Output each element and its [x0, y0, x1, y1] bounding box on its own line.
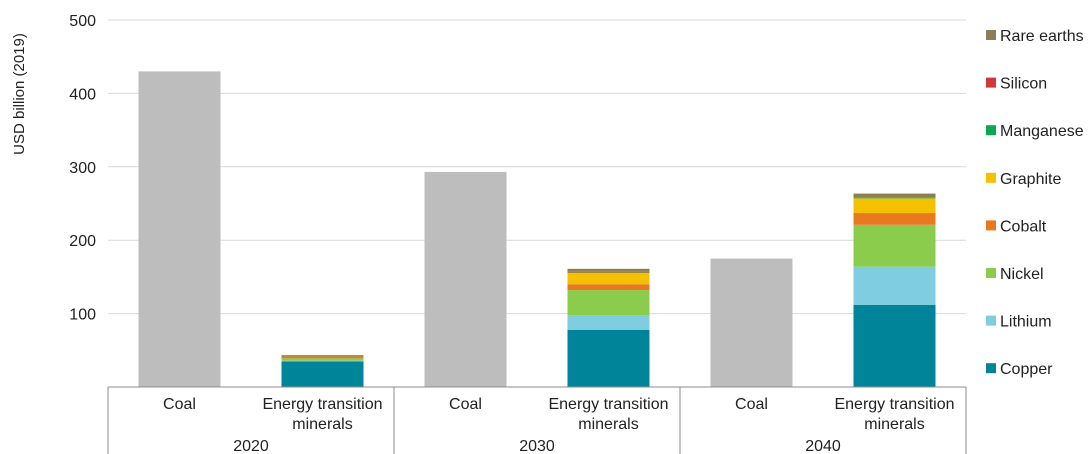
y-tick-label: 300: [69, 160, 96, 177]
category-label-energy-transition-minerals: minerals: [292, 416, 352, 433]
bar-segment-silicon-2030: [567, 271, 650, 273]
legend-swatch-nickel: [986, 268, 996, 278]
y-axis-title: USD billion (2019): [11, 33, 28, 155]
bar-segment-manganese-2040: [853, 197, 936, 199]
legend-swatch-copper: [986, 363, 996, 374]
y-tick-labels: 100 200 300 400 500: [69, 13, 96, 324]
legend-swatch-graphite: [986, 172, 996, 183]
legend-label-nickel: Nickel: [1000, 266, 1044, 283]
category-label-energy-transition-minerals: Energy transition: [548, 396, 668, 413]
legend-label-copper: Copper: [1000, 361, 1053, 378]
bar-segment-lithium-2040: [853, 266, 936, 305]
y-tick-label: 400: [69, 86, 96, 103]
bar-segment-copper-2040: [853, 304, 936, 387]
category-label-energy-transition-minerals: Energy transition: [262, 396, 382, 413]
y-tick-label: 200: [69, 233, 96, 250]
category-label-energy-transition-minerals: minerals: [864, 416, 924, 433]
bars: [138, 71, 936, 387]
legend-swatch-cobalt: [986, 220, 996, 231]
legend-swatch-lithium: [986, 315, 996, 326]
bar-segment-copper-2020: [281, 361, 364, 387]
bar-segment-silicon-2040: [853, 197, 936, 198]
bar-segment-graphite-2030: [567, 272, 650, 285]
bar-segment-copper-2030: [567, 329, 650, 387]
legend-swatch-manganese: [986, 125, 996, 136]
gridlines: [108, 19, 966, 315]
bar-segment-lithium-2030: [567, 315, 650, 330]
bar-segment-rare-earths-2030: [567, 268, 650, 272]
bar-segment-nickel-2030: [567, 290, 650, 316]
group-label-2040: 2040: [805, 438, 841, 454]
category-label-energy-transition-minerals: minerals: [578, 416, 638, 433]
y-tick-label: 100: [69, 307, 96, 324]
category-label-coal: Coal: [449, 396, 482, 413]
category-label-coal: Coal: [163, 396, 196, 413]
bar-segment-nickel-2020: [281, 358, 364, 361]
legend-label-manganese: Manganese: [1000, 123, 1084, 140]
legend-label-cobalt: Cobalt: [1000, 218, 1047, 235]
group-label-2020: 2020: [233, 438, 269, 454]
category-label-energy-transition-minerals: Energy transition: [834, 396, 954, 413]
category-label-coal: Coal: [735, 396, 768, 413]
bar-segment-rare-earths-2020: [281, 355, 364, 356]
bar-segment-cobalt-2030: [567, 284, 650, 291]
bar-segment-manganese-2030: [567, 272, 650, 273]
group-label-2030: 2030: [519, 438, 555, 454]
legend-label-graphite: Graphite: [1000, 171, 1061, 188]
legend-swatch-silicon: [986, 77, 996, 88]
bar-segment-graphite-2040: [853, 198, 936, 214]
bar-coal-2040: [710, 258, 793, 387]
bar-coal-2020: [138, 71, 221, 387]
bar-segment-silicon-2020: [281, 355, 364, 357]
legend-label-lithium: Lithium: [1000, 314, 1052, 331]
legend: Rare earths Silicon Manganese Graphite Cobal…: [986, 28, 1084, 378]
x-axis: Coal Energy transition minerals Coal Energy …: [107, 386, 967, 454]
legend-label-silicon: Silicon: [1000, 76, 1047, 93]
bar-coal-2030: [424, 171, 507, 387]
bar-segment-cobalt-2040: [853, 213, 936, 225]
bar-segment-nickel-2040: [853, 224, 936, 267]
legend-label-rare-earths: Rare earths: [1000, 28, 1084, 45]
legend-swatch-rare-earths: [986, 30, 996, 40]
bar-segment-cobalt-2020: [281, 356, 364, 359]
bar-segment-lithium-2020: [281, 360, 364, 362]
bar-segment-rare-earths-2040: [853, 193, 936, 198]
y-tick-label: 500: [69, 13, 96, 30]
